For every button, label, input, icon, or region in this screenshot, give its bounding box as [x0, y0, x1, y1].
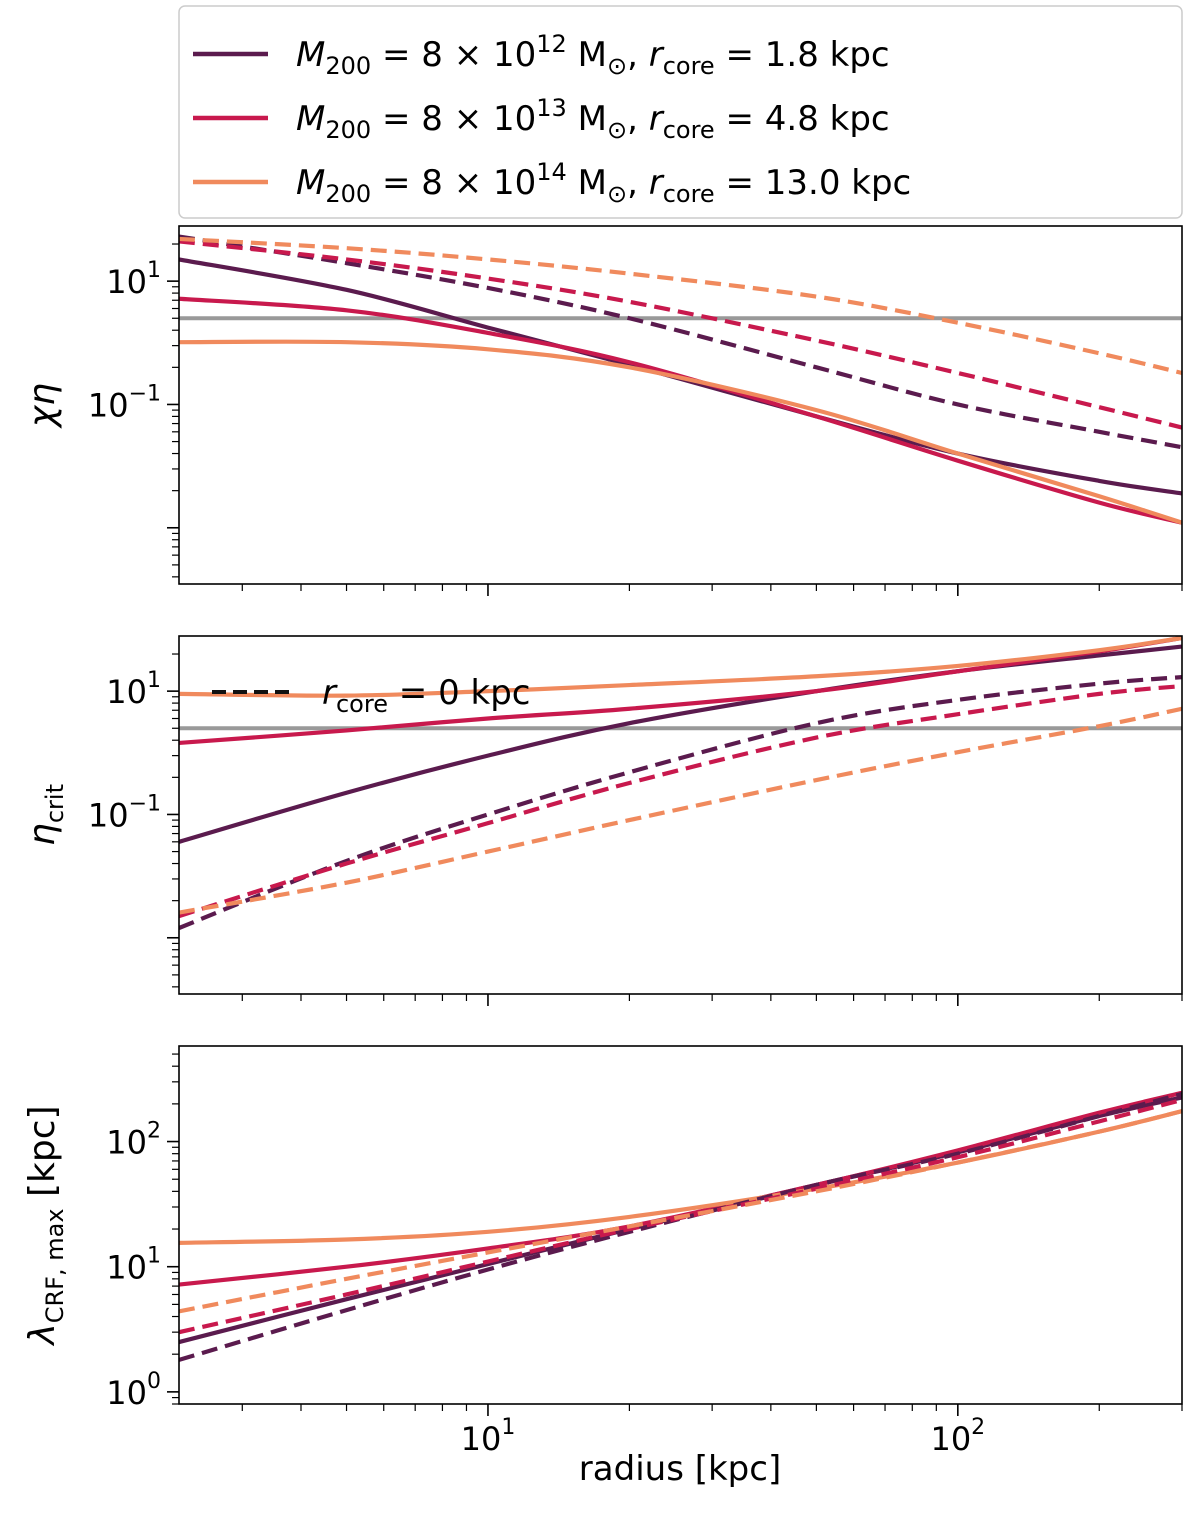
dashed-legend-label: rcore = 0 kpc [322, 673, 530, 718]
legend-label-part: M [567, 35, 607, 75]
plot-area [179, 234, 1182, 525]
x-tick-base: 10 [930, 1420, 971, 1458]
series-line-dashed [179, 239, 1182, 430]
legend-label: M200 = 8 × 1013 M⊙, rcore = 4.8 kpc [296, 94, 890, 144]
y-axis-label-base: η [22, 823, 63, 846]
y-axis-label-base: χη [22, 383, 63, 429]
y-tick-exp: 2 [147, 1119, 161, 1144]
legend-label-part: = 1.8 kpc [715, 35, 890, 75]
axes-frame [178, 1045, 1183, 1405]
y-axis-label: λCRF, max [kpc] [22, 1105, 69, 1346]
y-tick-base: 10 [88, 796, 129, 834]
y-tick-exp: 1 [147, 668, 161, 693]
legend-label-part: , [627, 35, 649, 75]
y-tick-label: 101 [106, 668, 161, 711]
legend-label-part: 13 [536, 94, 567, 122]
y-tick-exp: 0 [147, 1369, 161, 1394]
series-line-dashed [179, 706, 1182, 915]
y-tick-label: 10−1 [88, 381, 161, 424]
legend-label-part: 200 [325, 180, 371, 208]
legend-label-part: = 4.8 kpc [715, 99, 890, 139]
y-tick-label: 101 [106, 1244, 161, 1287]
y-tick-label: 100 [106, 1369, 161, 1412]
legend-label-part: , [627, 163, 649, 203]
y-tick-exp: −1 [129, 791, 161, 816]
legend: M200 = 8 × 1012 M⊙, rcore = 1.8 kpcM200 … [178, 5, 1183, 219]
legend-label-part: M [567, 99, 607, 139]
series-line [179, 636, 1182, 698]
legend-label-part: core [663, 52, 715, 80]
x-axis-label: radius [kpc] [579, 1449, 781, 1489]
axes-frame [178, 225, 1183, 585]
legend-label: M200 = 8 × 1014 M⊙, rcore = 13.0 kpc [296, 158, 911, 208]
x-tick-label: 102 [930, 1415, 985, 1458]
y-tick-label: 102 [106, 1119, 161, 1162]
legend-label-part: ⊙ [607, 52, 627, 80]
legend-label-part: M [296, 99, 325, 139]
series-line [179, 339, 1182, 525]
legend-label-part: = 8 × 10 [371, 163, 536, 203]
y-tick-base: 10 [106, 1249, 147, 1287]
y-tick-base: 10 [106, 673, 147, 711]
legend-label-part: , [627, 99, 649, 139]
series-line-dashed [179, 234, 1182, 450]
legend-label-part: ⊙ [607, 116, 627, 144]
y-tick-exp: −1 [129, 381, 161, 406]
y-tick-label: 101 [106, 258, 161, 301]
legend-label-part: r [649, 99, 665, 139]
legend-label-part: 14 [536, 158, 567, 186]
y-axis-label-base: λ [22, 1323, 63, 1346]
legend-label-part: M [296, 35, 325, 75]
legend-label-part: r [649, 163, 665, 203]
series-line-dashed [179, 683, 1182, 919]
y-tick-base: 10 [106, 1124, 147, 1162]
legend-frame [178, 5, 1183, 219]
series-line [179, 1090, 1182, 1287]
legend-label-part: = 8 × 10 [371, 99, 536, 139]
y-tick-base: 10 [106, 263, 147, 301]
legend-label-part: 12 [536, 30, 567, 58]
y-tick-label: 10−1 [88, 791, 161, 834]
x-tick-exp: 1 [501, 1415, 515, 1440]
y-axis-label-tail: [kpc] [22, 1105, 63, 1208]
y-axis-label-sub: crit [41, 784, 69, 823]
series-line-dashed [179, 674, 1182, 930]
y-tick-exp: 1 [147, 258, 161, 283]
legend-label-part: core [663, 116, 715, 144]
plot-area [179, 636, 1182, 930]
series-line-dashed [179, 1109, 1182, 1314]
legend-label-part: 200 [325, 116, 371, 144]
y-axis-label-sub: CRF, max [41, 1208, 69, 1323]
legend-label-part: core [663, 180, 715, 208]
y-tick-base: 10 [106, 1374, 147, 1412]
legend-label-part: M [567, 163, 607, 203]
dashed-legend: rcore = 0 kpc [212, 673, 530, 718]
x-tick-base: 10 [461, 1420, 502, 1458]
legend-label-part: M [296, 163, 325, 203]
y-tick-base: 10 [88, 386, 129, 424]
y-tick-exp: 1 [147, 1244, 161, 1269]
legend-label-part: = 13.0 kpc [715, 163, 912, 203]
y-axis-label: χη [22, 383, 63, 429]
legend-label-part: 200 [325, 52, 371, 80]
series-line-dashed [179, 1097, 1182, 1335]
x-tick-label: 101 [461, 1415, 516, 1458]
legend-label-part: = 8 × 10 [371, 35, 536, 75]
plot-area [179, 1090, 1182, 1362]
legend-label-part: ⊙ [607, 180, 627, 208]
series-line-dashed [179, 236, 1182, 376]
x-tick-exp: 2 [971, 1415, 985, 1440]
legend-label: M200 = 8 × 1012 M⊙, rcore = 1.8 kpc [296, 30, 890, 80]
y-axis-label: ηcrit [22, 784, 69, 846]
series-line [179, 644, 1182, 844]
legend-label-part: r [649, 35, 665, 75]
